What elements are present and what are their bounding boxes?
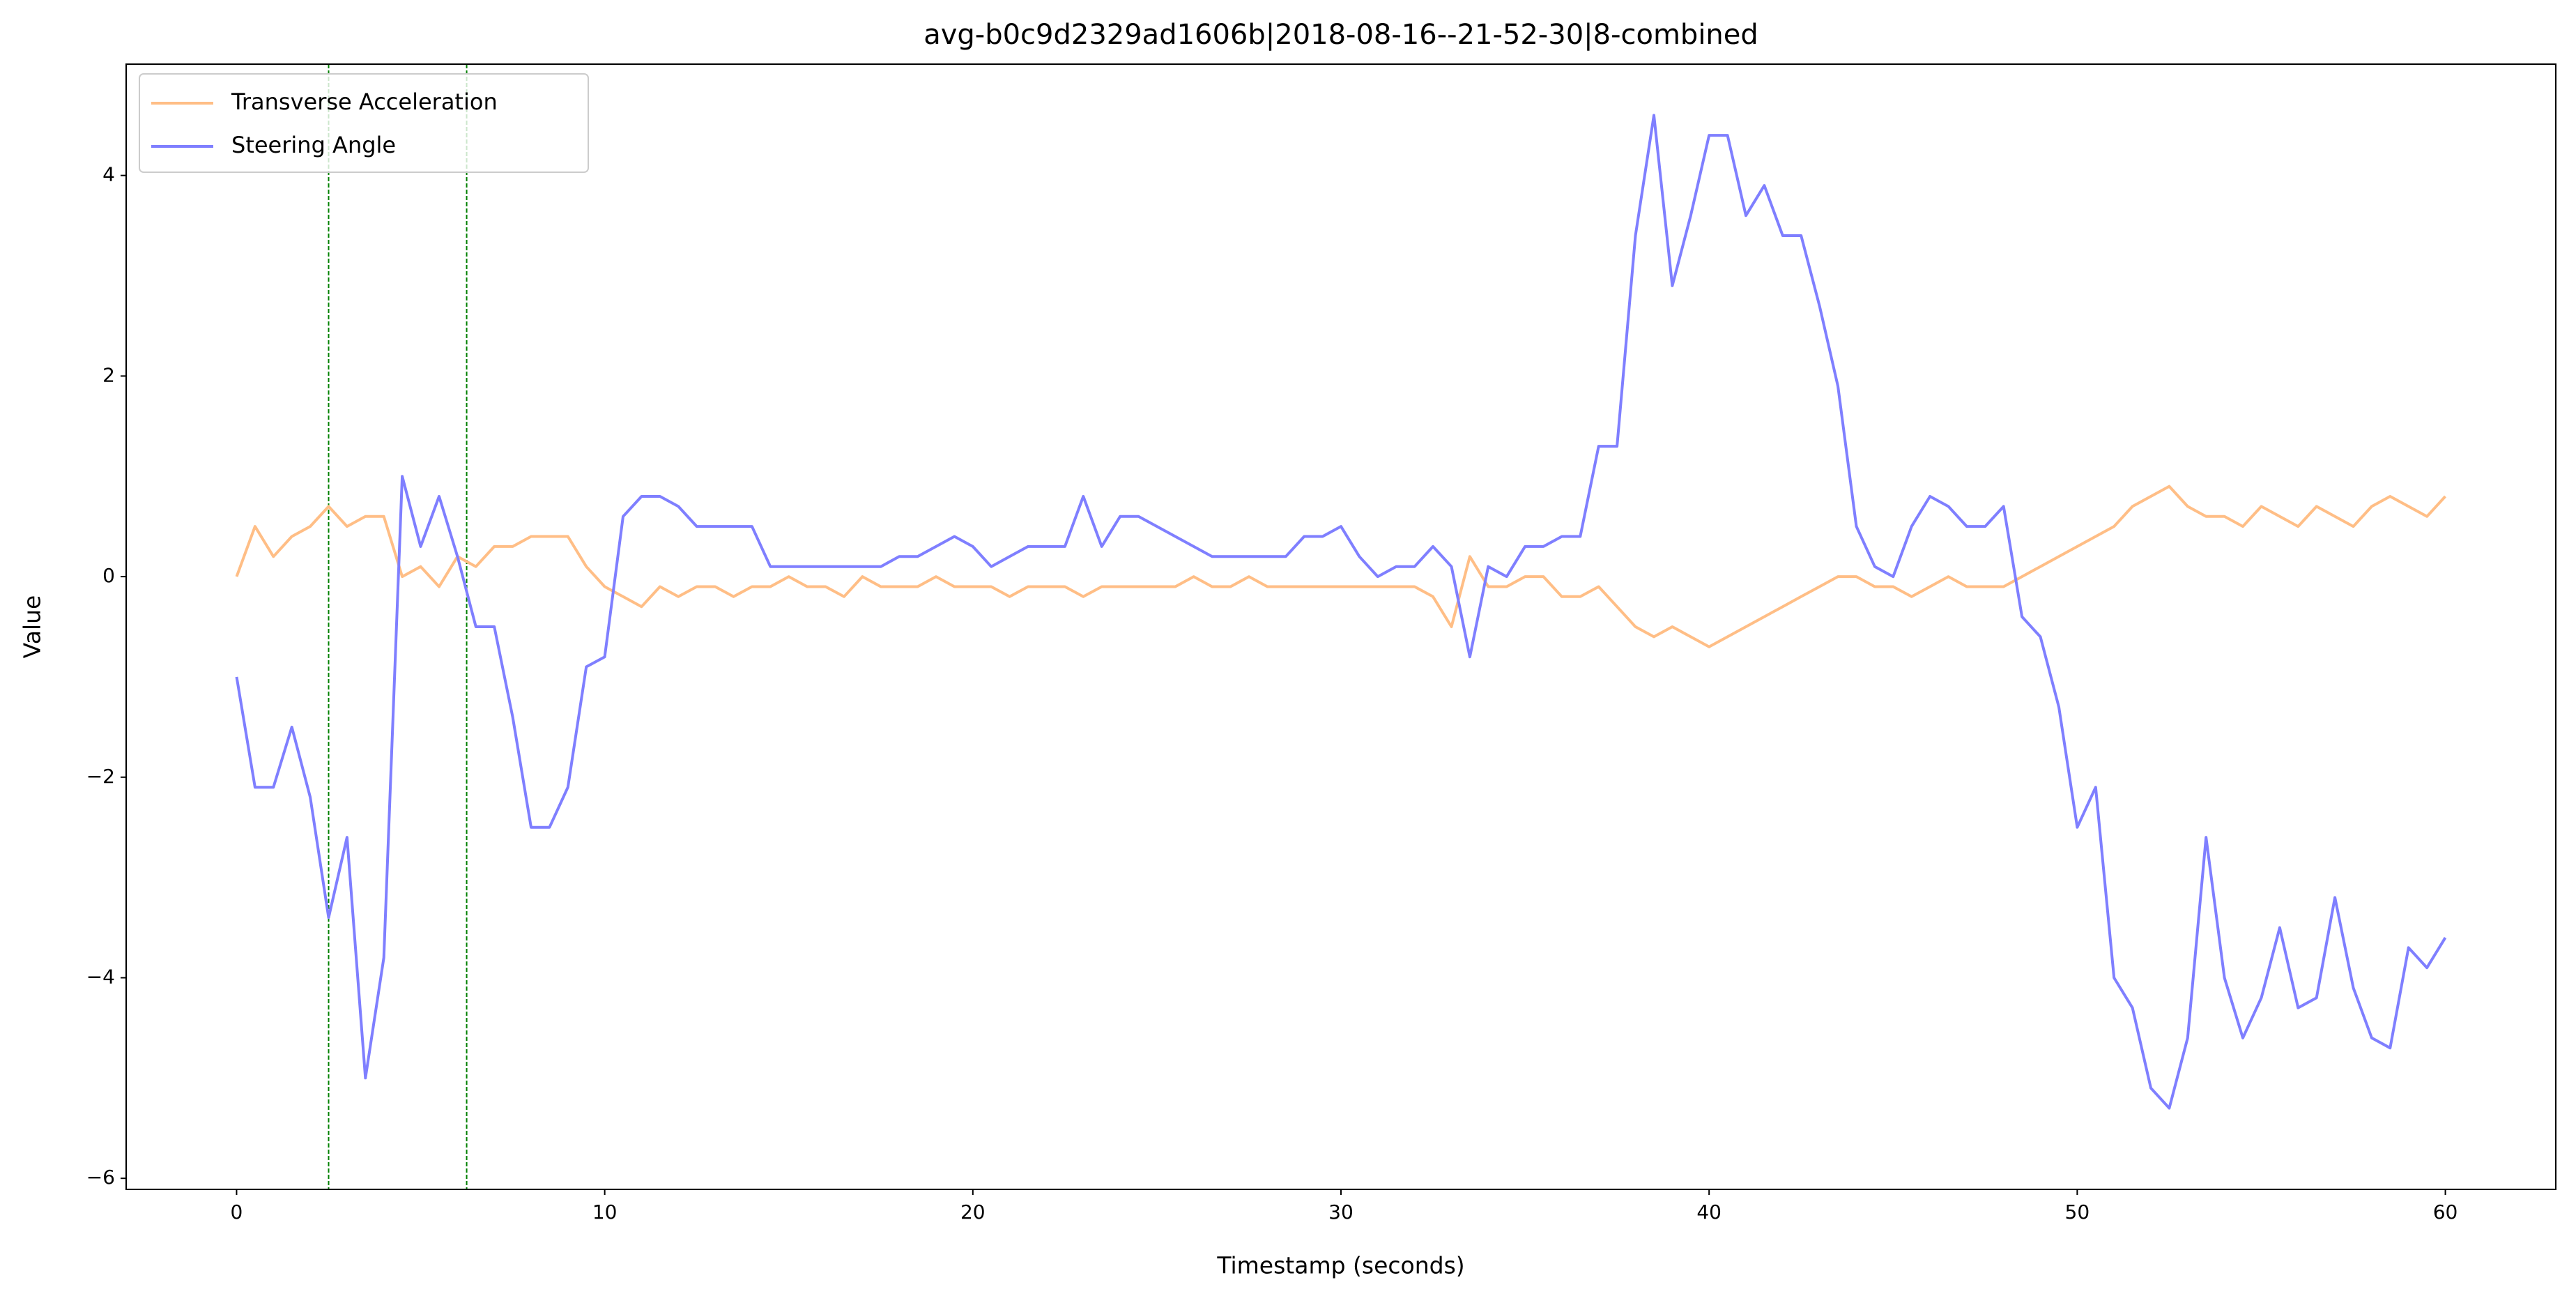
- x-tick-label: 0: [231, 1201, 243, 1224]
- y-tick-label: 2: [102, 363, 115, 386]
- y-axis-label: Value: [19, 595, 46, 659]
- x-tick-label: 30: [1328, 1201, 1354, 1224]
- x-tick-label: 10: [592, 1201, 618, 1224]
- legend-box: [139, 73, 589, 173]
- legend-label: Transverse Acceleration: [231, 89, 498, 115]
- y-tick-label: −6: [86, 1166, 115, 1189]
- plot-frame: [125, 63, 2556, 1190]
- x-axis-label: Timestamp (seconds): [1216, 1252, 1464, 1279]
- x-tick-label: 60: [2433, 1201, 2458, 1224]
- y-tick-label: 0: [102, 564, 115, 587]
- x-tick-label: 50: [2065, 1201, 2090, 1224]
- x-tick-label: 20: [960, 1201, 986, 1224]
- series-line: [235, 114, 2447, 1110]
- chart-title: avg-b0c9d2329ad1606b|2018-08-16--21-52-3…: [923, 19, 1758, 51]
- legend-label: Steering Angle: [231, 132, 396, 158]
- x-tick-label: 40: [1696, 1201, 1722, 1224]
- series-line: [235, 485, 2446, 648]
- y-tick-label: 4: [102, 163, 115, 186]
- y-tick-label: −4: [86, 965, 115, 988]
- y-tick-label: −2: [86, 765, 115, 788]
